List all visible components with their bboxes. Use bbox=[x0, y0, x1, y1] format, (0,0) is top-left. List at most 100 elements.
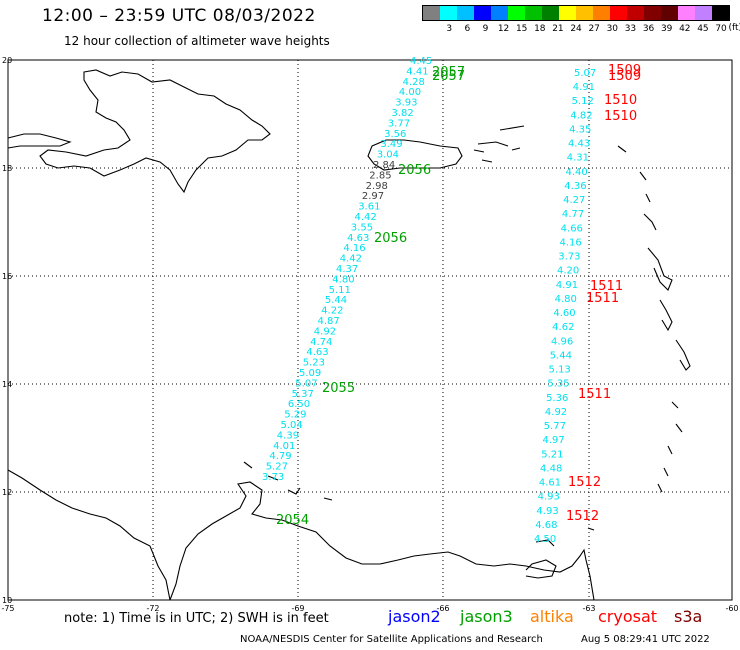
swh-value-east: 4.16 bbox=[559, 237, 581, 248]
legend-tick-label: 33 bbox=[624, 24, 637, 34]
swh-value-east: 5.35 bbox=[547, 379, 569, 390]
legend-tick-label: 12 bbox=[497, 24, 510, 34]
legend-tick-label: 3 bbox=[446, 24, 453, 34]
track-id-jason3: 2056 bbox=[398, 163, 431, 178]
hispaniola-coast bbox=[39, 69, 271, 194]
legend-tick-label: 36 bbox=[642, 24, 655, 34]
legend-swatch bbox=[712, 6, 729, 20]
swh-value-west: 3.77 bbox=[388, 118, 410, 129]
swh-value-east: 5.77 bbox=[544, 421, 566, 432]
swh-value-east: 4.62 bbox=[552, 322, 574, 333]
map-subtitle: 12 hour collection of altimeter wave hei… bbox=[64, 34, 330, 48]
sat-label-altika: altika bbox=[530, 607, 574, 626]
legend-swatch bbox=[508, 6, 525, 20]
legend-tick-label: 6 bbox=[464, 24, 471, 34]
legend-swatch bbox=[576, 6, 593, 20]
sat-label-cryosat: cryosat bbox=[598, 607, 658, 626]
legend-swatch bbox=[542, 6, 559, 20]
swh-value-east: 4.31 bbox=[567, 153, 589, 164]
track-id-cryosat: 1509 bbox=[608, 63, 641, 78]
swh-value-east: 4.93 bbox=[538, 492, 560, 503]
lon-tick-label: -69 bbox=[291, 604, 304, 613]
swh-value-west: 5.11 bbox=[329, 285, 351, 296]
swh-value-east: 5.12 bbox=[572, 96, 594, 107]
swh-value-east: 5.21 bbox=[541, 449, 563, 460]
track-id-cryosat: 1510 bbox=[604, 93, 637, 108]
swh-value-east: 4.27 bbox=[563, 195, 585, 206]
puerto-rico-coast bbox=[367, 139, 463, 171]
swh-value-west: 4.92 bbox=[314, 326, 336, 337]
track-id-jason3: 2057 bbox=[432, 69, 465, 84]
legend-swatch bbox=[644, 6, 661, 20]
swh-value-west: 6.50 bbox=[288, 399, 310, 410]
legend-labels: 3 6 9 12 15 18 21 24 27 30 33 36 39 42 45 70 bbox=[422, 24, 730, 34]
legend-swatch bbox=[457, 6, 474, 20]
track-id-cryosat: 1511 bbox=[590, 279, 623, 294]
legend-tick-label: 39 bbox=[660, 24, 673, 34]
swh-value-west: 4.74 bbox=[310, 337, 332, 348]
legend-unit: (ft) bbox=[728, 23, 740, 33]
swh-value-west: 3.55 bbox=[351, 222, 373, 233]
swh-value-east: 3.73 bbox=[558, 252, 580, 263]
swh-value-east: 4.92 bbox=[545, 407, 567, 418]
virgin-islands bbox=[473, 125, 525, 163]
lat-tick-label: 12 bbox=[2, 488, 12, 497]
legend-swatch bbox=[491, 6, 508, 20]
swh-value-west: 2.84 bbox=[373, 160, 395, 171]
swh-value-east: 4.93 bbox=[536, 506, 558, 517]
swh-value-east: 4.80 bbox=[555, 294, 577, 305]
lon-tick-label: -75 bbox=[1, 604, 14, 613]
swh-value-east: 4.91 bbox=[556, 280, 578, 291]
legend-swatch bbox=[627, 6, 644, 20]
swh-value-west: 5.37 bbox=[292, 389, 314, 400]
swh-value-east: 4.61 bbox=[539, 478, 561, 489]
swh-value-west: 4.41 bbox=[406, 66, 428, 77]
track-id-cryosat: 1512 bbox=[566, 509, 599, 524]
swh-value-west: 3.04 bbox=[377, 150, 399, 161]
track-id-cryosat: 1510 bbox=[604, 109, 637, 124]
legend-swatch bbox=[593, 6, 610, 20]
swh-value-west: 4.42 bbox=[355, 212, 377, 223]
legend-tick-label: 15 bbox=[515, 24, 528, 34]
swh-value-east: 4.35 bbox=[569, 124, 591, 135]
swh-value-east: 4.91 bbox=[573, 82, 595, 93]
swh-value-east: 5.44 bbox=[550, 350, 572, 361]
swh-value-east: 5.36 bbox=[546, 393, 568, 404]
swh-value-west: 4.80 bbox=[332, 274, 354, 285]
lon-tick-label: -66 bbox=[436, 604, 449, 613]
swh-value-west: 4.42 bbox=[340, 254, 362, 265]
coastlines bbox=[7, 69, 691, 601]
abc-islands bbox=[243, 461, 333, 501]
swh-value-west: 4.87 bbox=[318, 316, 340, 327]
generated-timestamp: Aug 5 08:29:41 UTC 2022 bbox=[581, 634, 710, 645]
legend-swatch bbox=[423, 6, 440, 20]
swh-value-west: 4.37 bbox=[336, 264, 358, 275]
track-id-jason3: 2054 bbox=[276, 513, 309, 528]
swh-value-west: 5.09 bbox=[299, 368, 321, 379]
lat-tick-label: 18 bbox=[2, 164, 12, 173]
legend-tick-label: 30 bbox=[606, 24, 619, 34]
legend-tick-label: 42 bbox=[679, 24, 691, 34]
track-id-cryosat: 1512 bbox=[568, 475, 601, 490]
legend-tick-label: 24 bbox=[570, 24, 582, 34]
swh-value-east: 4.60 bbox=[553, 308, 575, 319]
legend-tick-label: 18 bbox=[534, 24, 546, 34]
swh-value-east: 4.36 bbox=[564, 181, 586, 192]
swh-value-west: 4.01 bbox=[273, 441, 295, 452]
swh-value-east: 4.40 bbox=[566, 167, 588, 178]
swh-value-west: 4.39 bbox=[277, 430, 299, 441]
lon-tick-label: -63 bbox=[582, 604, 595, 613]
swh-value-west: 4.22 bbox=[321, 306, 343, 317]
swh-value-east: 4.48 bbox=[540, 463, 562, 474]
legend-swatch bbox=[678, 6, 695, 20]
sat-label-s3a: s3a bbox=[674, 607, 703, 626]
swh-value-west: 4.79 bbox=[269, 451, 291, 462]
swh-value-east: 5.07 bbox=[574, 68, 596, 79]
legend-tick-label: 45 bbox=[697, 24, 709, 34]
legend-swatch bbox=[610, 6, 627, 20]
sat-label-jason3: jason3 bbox=[460, 607, 513, 626]
track-id-jason3: 2055 bbox=[322, 381, 355, 396]
swh-value-east: 4.66 bbox=[561, 223, 583, 234]
legend-color-bar bbox=[422, 5, 730, 21]
